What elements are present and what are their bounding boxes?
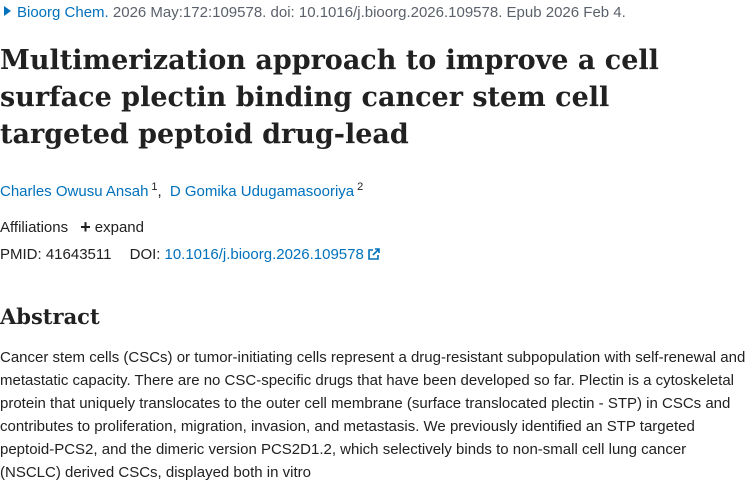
doi-link[interactable]: 10.1016/j.bioorg.2026.109578 <box>164 246 380 263</box>
external-link-icon <box>368 248 380 260</box>
doi-label: DOI: <box>129 246 161 263</box>
affiliations-label: Affiliations <box>0 219 69 236</box>
citation-line: Bioorg Chem. 2026 May:172:109578. doi: 1… <box>0 2 626 24</box>
expand-label: expand <box>94 219 144 236</box>
abstract-heading: Abstract <box>0 304 100 329</box>
doi-value: 10.1016/j.bioorg.2026.109578 <box>164 246 364 263</box>
article-title: Multimerization approach to improve a ce… <box>0 45 659 150</box>
pmid-label: PMID: <box>0 246 42 263</box>
author-separator: , <box>157 183 162 200</box>
caret-right-icon[interactable] <box>4 6 11 16</box>
affiliations-row: Affiliations + expand <box>0 216 144 239</box>
author-link-1[interactable]: Charles Owusu Ansah <box>0 183 149 200</box>
authors-list: Charles Owusu Ansah 1, D Gomika Udugamaso… <box>0 176 363 203</box>
identifiers-row: PMID: 41643511 DOI: 10.1016/j.bioorg.2026… <box>0 244 380 266</box>
citation-details: 2026 May:172:109578. doi: 10.1016/j.bioo… <box>112 4 626 21</box>
plus-icon: + <box>80 217 91 237</box>
author-link-2[interactable]: D Gomika Udugamasooriya <box>169 183 355 200</box>
expand-affiliations-button[interactable]: + expand <box>80 217 144 237</box>
abstract-text: Cancer stem cells (CSCs) or tumor-initia… <box>0 349 746 481</box>
affiliation-marker-2[interactable]: 2 <box>357 181 364 193</box>
pmid-value: 41643511 <box>45 246 112 263</box>
journal-link[interactable]: Bioorg Chem. <box>17 4 109 21</box>
affiliation-marker-1[interactable]: 1 <box>151 181 158 193</box>
